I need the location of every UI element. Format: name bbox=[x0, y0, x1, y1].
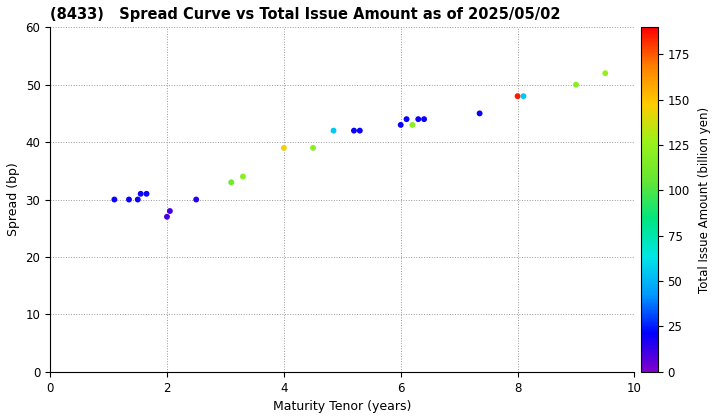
Point bbox=[348, 127, 360, 134]
Point bbox=[512, 93, 523, 100]
Point bbox=[418, 116, 430, 123]
Point bbox=[600, 70, 611, 76]
Point bbox=[190, 196, 202, 203]
Point bbox=[164, 207, 176, 214]
Point bbox=[278, 144, 289, 151]
Point bbox=[518, 93, 529, 100]
Y-axis label: Total Issue Amount (billion yen): Total Issue Amount (billion yen) bbox=[698, 106, 711, 293]
Point bbox=[140, 190, 152, 197]
Point bbox=[395, 121, 407, 128]
Point bbox=[474, 110, 485, 117]
X-axis label: Maturity Tenor (years): Maturity Tenor (years) bbox=[273, 400, 411, 413]
Point bbox=[401, 116, 413, 123]
Point bbox=[307, 144, 319, 151]
Point bbox=[123, 196, 135, 203]
Point bbox=[413, 116, 424, 123]
Point bbox=[237, 173, 248, 180]
Point bbox=[570, 81, 582, 88]
Point bbox=[407, 121, 418, 128]
Point bbox=[161, 213, 173, 220]
Text: (8433)   Spread Curve vs Total Issue Amount as of 2025/05/02: (8433) Spread Curve vs Total Issue Amoun… bbox=[50, 7, 561, 22]
Point bbox=[354, 127, 366, 134]
Point bbox=[109, 196, 120, 203]
Point bbox=[328, 127, 339, 134]
Point bbox=[135, 190, 146, 197]
Point bbox=[225, 179, 237, 186]
Point bbox=[132, 196, 143, 203]
Y-axis label: Spread (bp): Spread (bp) bbox=[7, 163, 20, 236]
